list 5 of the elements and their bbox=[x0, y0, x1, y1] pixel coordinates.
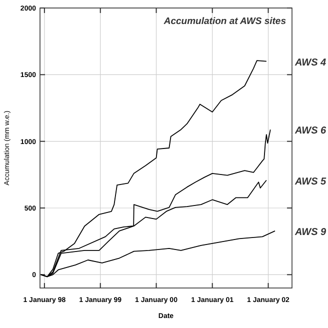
text: AWS 9 bbox=[294, 226, 327, 238]
text: Accumulation at AWS sites bbox=[162, 16, 286, 27]
text: AWS 4 bbox=[294, 57, 327, 68]
text: AWS 6 bbox=[294, 126, 327, 137]
text: AWS 5 bbox=[294, 176, 327, 188]
